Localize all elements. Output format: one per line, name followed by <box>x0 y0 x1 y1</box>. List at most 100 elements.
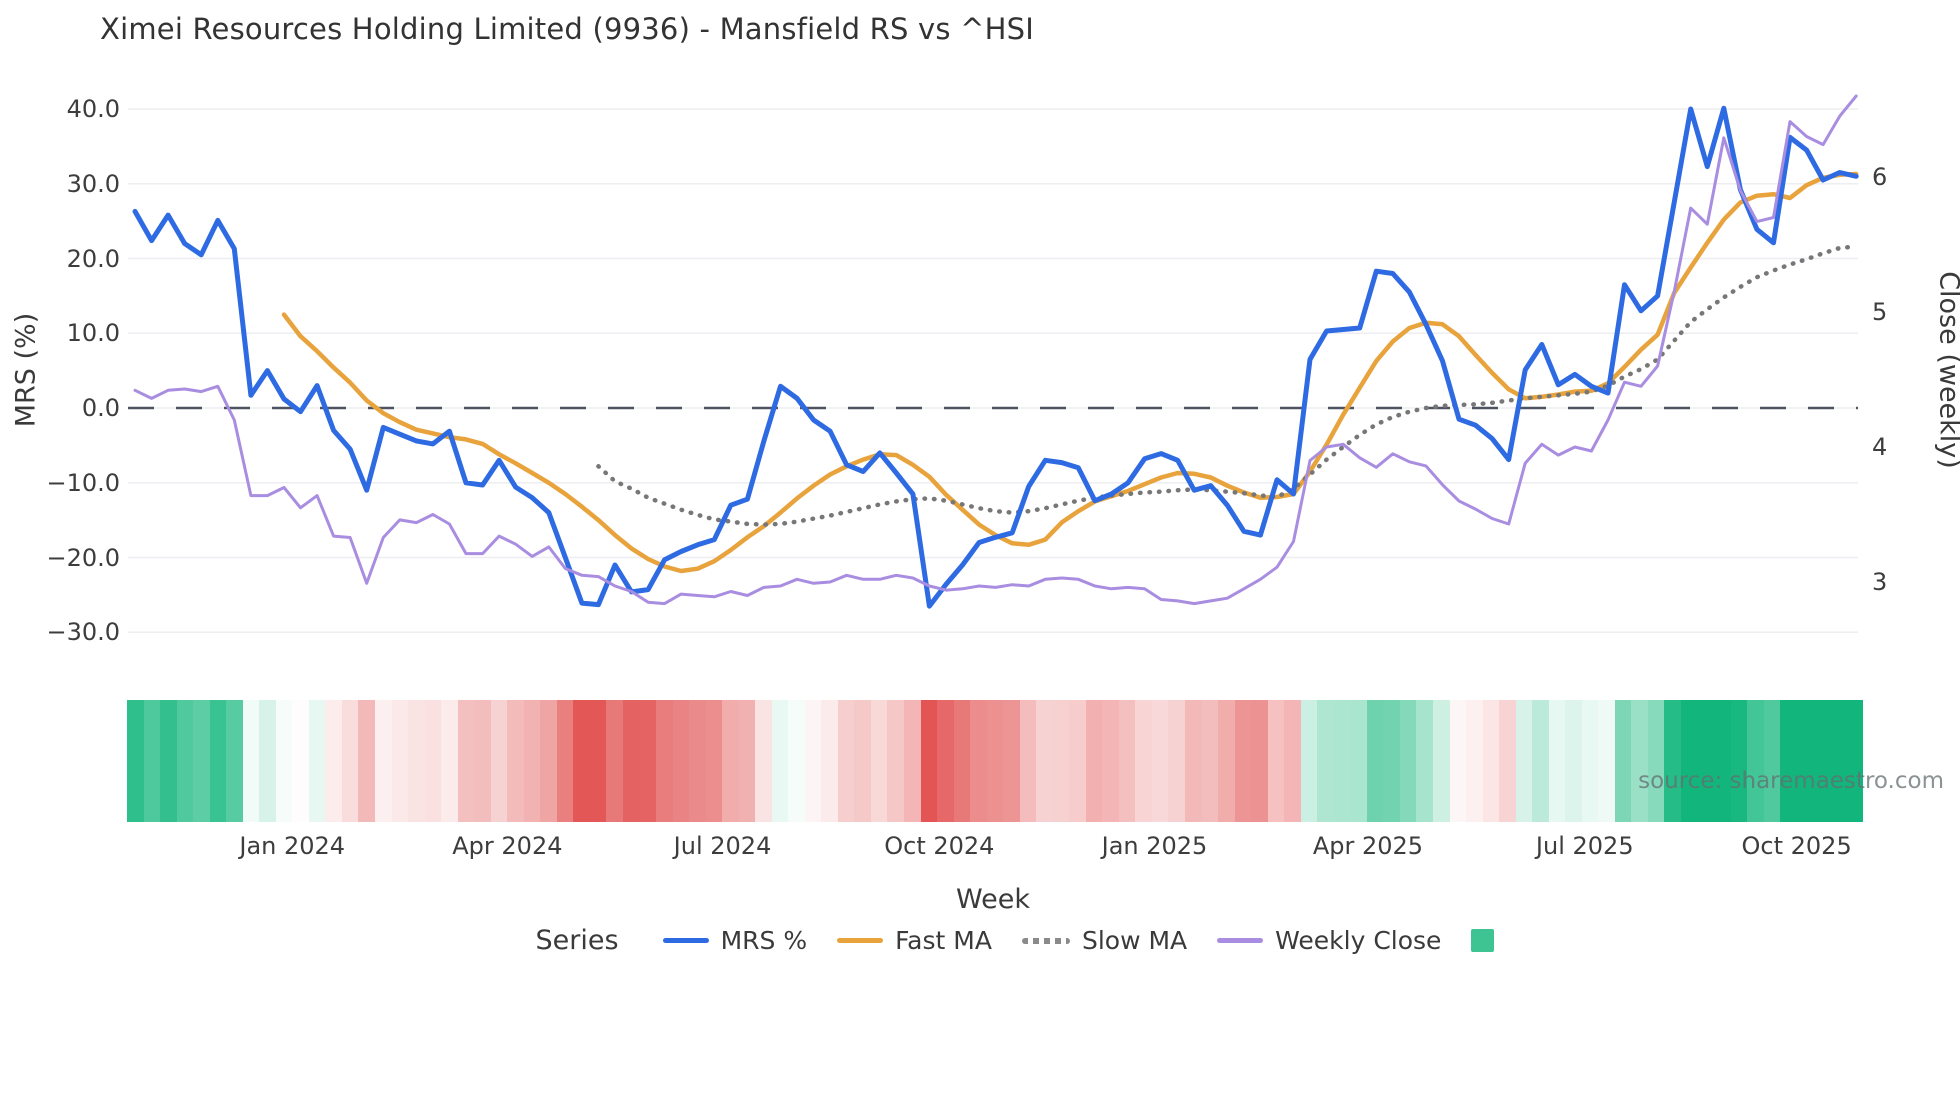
heatmap-cell <box>705 700 723 822</box>
heatmap-cell <box>854 700 871 822</box>
heatmap-cell <box>1218 700 1235 822</box>
heatmap-cell <box>622 700 640 822</box>
series-swatch-icon <box>1217 938 1264 943</box>
heatmap-cell <box>804 700 822 822</box>
heatmap-cell <box>1284 700 1301 822</box>
x-axis-tick-label: Apr 2025 <box>1312 832 1424 860</box>
heatmap-cell <box>689 700 706 822</box>
right-axis-tick-label: 3 <box>1872 568 1888 596</box>
heatmap-cell <box>1019 700 1037 822</box>
heatmap-cell <box>1234 700 1252 822</box>
chart-title: Ximei Resources Holding Limited (9936) -… <box>100 12 1034 46</box>
heatmap-cell <box>606 700 623 822</box>
heatmap-cell <box>127 700 144 822</box>
right-axis-ticks: 6 5 4 3 <box>1872 0 1952 700</box>
heatmap-cell <box>1631 700 1648 822</box>
right-axis-title: Close (weekly) <box>1933 271 1960 469</box>
legend-item-label: Fast MA <box>895 926 992 955</box>
heatmap-cell <box>490 700 508 822</box>
heatmap-cell <box>341 700 359 822</box>
heatmap-cell <box>556 700 574 822</box>
heatmap-cell <box>1036 700 1053 822</box>
heatmap-cell <box>1846 700 1863 822</box>
heatmap-cell <box>275 700 293 822</box>
heatmap-cell <box>176 700 194 822</box>
heatmap-cell <box>986 700 1004 822</box>
series-swatch-icon <box>662 938 709 943</box>
heatmap-cell <box>722 700 739 822</box>
legend-item-mrs-[interactable]: MRS % <box>662 926 808 955</box>
x-axis-tick-label: Oct 2025 <box>1741 832 1852 860</box>
heatmap-cell <box>1466 700 1483 822</box>
heatmap-cell <box>1532 700 1549 822</box>
left-axis-tick-label: 30.0 <box>66 169 120 198</box>
heatmap-cell <box>292 700 309 822</box>
heatmap-cell <box>1185 700 1202 822</box>
heatmap-cell <box>837 700 855 822</box>
series-line-slow-ma <box>596 244 1859 527</box>
heatmap-cell <box>870 700 888 822</box>
heatmap-cell <box>1647 700 1665 822</box>
heatmap-cell <box>1714 700 1731 822</box>
heatmap-cell <box>1614 700 1632 822</box>
heatmap-cell <box>937 700 954 822</box>
legend-item-label: MRS % <box>720 926 808 955</box>
heatmap-cell <box>1499 700 1516 822</box>
left-axis-tick-label: −30.0 <box>46 618 120 647</box>
chart-legend: Series MRS % Fast MA Slow MA Weekly Close <box>0 925 1960 956</box>
heatmap-cell <box>374 700 392 822</box>
heatmap-cell <box>358 700 375 822</box>
legend-item-label: Weekly Close <box>1275 926 1442 955</box>
heatmap-cell <box>325 700 342 822</box>
x-axis-tick-label: Jul 2025 <box>1535 832 1634 860</box>
x-axis-tick-label: Oct 2024 <box>884 832 995 860</box>
legend-item-fast-ma[interactable]: Fast MA <box>837 926 992 955</box>
heatmap-cell <box>1598 700 1615 822</box>
heatmap-cell <box>788 700 805 822</box>
heatmap-cell <box>1829 700 1847 822</box>
heatmap-cell <box>1780 700 1797 822</box>
heatmap-cell <box>1333 700 1351 822</box>
heatmap-cell <box>1432 700 1450 822</box>
legend-item-slow-ma[interactable]: Slow MA <box>1021 926 1187 955</box>
x-axis-tick-label: Jan 2024 <box>239 832 346 860</box>
mrs-heatmap-strip <box>127 700 1863 822</box>
left-axis-tick-label: −20.0 <box>46 543 120 572</box>
series-swatch-icon <box>1021 937 1070 944</box>
heatmap-cell <box>1003 700 1020 822</box>
heatmap-cell <box>523 700 541 822</box>
legend-item-heatmap[interactable] <box>1471 929 1495 952</box>
heatmap-cell <box>160 700 177 822</box>
heatmap-cell <box>391 700 409 822</box>
heatmap-cell <box>209 700 227 822</box>
right-axis-tick-label: 5 <box>1872 298 1888 326</box>
heatmap-cell <box>1118 700 1136 822</box>
x-axis-tick-label: Jan 2025 <box>1101 832 1208 860</box>
x-axis-tick-label: Jul 2024 <box>673 832 772 860</box>
heatmap-cell <box>242 700 260 822</box>
left-axis-tick-label: 0.0 <box>81 394 120 422</box>
heatmap-cell <box>1201 700 1219 822</box>
heatmap-cell <box>1515 700 1533 822</box>
heatmap-cell <box>1052 700 1070 822</box>
heatmap-cell <box>738 700 756 822</box>
heatmap-cell <box>1085 700 1103 822</box>
heatmap-cell <box>259 700 276 822</box>
heatmap-cell <box>1449 700 1467 822</box>
heatmap-cell <box>1796 700 1814 822</box>
heatmap-cell <box>672 700 690 822</box>
heatmap-cell <box>1300 700 1318 822</box>
legend-item-weekly-close[interactable]: Weekly Close <box>1217 926 1441 955</box>
heatmap-cell <box>573 700 590 822</box>
left-axis-ticks: 40.0 30.0 20.0 10.0 0.0 −10.0 −20.0 −30.0 <box>0 0 120 700</box>
heatmap-cell <box>887 700 904 822</box>
heatmap-cell <box>408 700 425 822</box>
heatmap-cell <box>755 700 772 822</box>
heatmap-cell <box>1730 700 1748 822</box>
series-line-mrs- <box>132 105 1859 609</box>
heatmap-cell <box>424 700 442 822</box>
heatmap-cell <box>589 700 607 822</box>
heatmap-cell <box>1151 700 1169 822</box>
heatmap-cell <box>474 700 491 822</box>
